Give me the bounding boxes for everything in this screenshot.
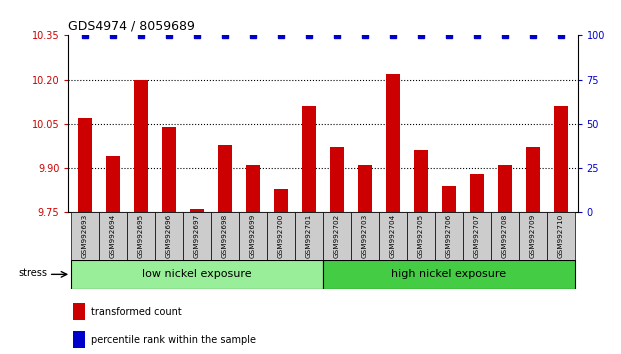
Bar [162, 127, 176, 212]
Text: GSM992696: GSM992696 [166, 214, 172, 258]
Bar [442, 186, 456, 212]
Bar [155, 212, 183, 260]
Text: GSM992705: GSM992705 [418, 214, 424, 258]
Text: percentile rank within the sample: percentile rank within the sample [91, 335, 256, 345]
Bar [190, 210, 204, 212]
Bar [239, 212, 267, 260]
Text: GSM992701: GSM992701 [306, 214, 312, 258]
Bar [99, 212, 127, 260]
Text: GSM992697: GSM992697 [194, 214, 200, 258]
Bar [323, 212, 351, 260]
Bar [463, 212, 491, 260]
Bar [127, 212, 155, 260]
Text: high nickel exposure: high nickel exposure [391, 269, 506, 279]
Bar [379, 212, 407, 260]
Text: GSM992700: GSM992700 [278, 214, 284, 258]
Bar [470, 174, 484, 212]
Text: low nickel exposure: low nickel exposure [142, 269, 252, 279]
Bar [498, 165, 512, 212]
Bar [295, 212, 323, 260]
Text: GSM992708: GSM992708 [502, 214, 508, 258]
Bar [78, 118, 92, 212]
Text: GSM992695: GSM992695 [138, 214, 144, 258]
Bar [435, 212, 463, 260]
Text: transformed count: transformed count [91, 307, 182, 316]
Bar [351, 212, 379, 260]
Text: GSM992709: GSM992709 [530, 214, 536, 258]
Text: GSM992706: GSM992706 [446, 214, 452, 258]
Bar [554, 106, 568, 212]
Bar [526, 148, 540, 212]
Bar [246, 165, 260, 212]
Bar [211, 212, 239, 260]
Bar [274, 189, 288, 212]
Bar [323, 260, 574, 289]
Text: GSM992707: GSM992707 [474, 214, 480, 258]
Bar [491, 212, 519, 260]
Bar [358, 165, 372, 212]
Text: GSM992710: GSM992710 [558, 214, 564, 258]
Bar [414, 150, 428, 212]
Bar [183, 212, 211, 260]
Bar [302, 106, 316, 212]
Bar [330, 148, 344, 212]
Text: GSM992698: GSM992698 [222, 214, 228, 258]
Bar [134, 80, 148, 212]
Text: GDS4974 / 8059689: GDS4974 / 8059689 [68, 20, 195, 33]
Bar [267, 212, 295, 260]
Text: GSM992693: GSM992693 [82, 214, 88, 258]
Bar [71, 212, 99, 260]
Bar [386, 74, 400, 212]
Bar [73, 303, 84, 320]
Text: GSM992694: GSM992694 [110, 214, 116, 258]
Text: GSM992702: GSM992702 [334, 214, 340, 258]
Bar [218, 144, 232, 212]
Text: stress: stress [19, 268, 47, 278]
Bar [71, 260, 323, 289]
Bar [106, 156, 120, 212]
Text: GSM992704: GSM992704 [390, 214, 396, 258]
Bar [546, 212, 574, 260]
Bar [519, 212, 546, 260]
Bar [407, 212, 435, 260]
Text: GSM992699: GSM992699 [250, 214, 256, 258]
Bar [73, 331, 84, 348]
Text: GSM992703: GSM992703 [362, 214, 368, 258]
